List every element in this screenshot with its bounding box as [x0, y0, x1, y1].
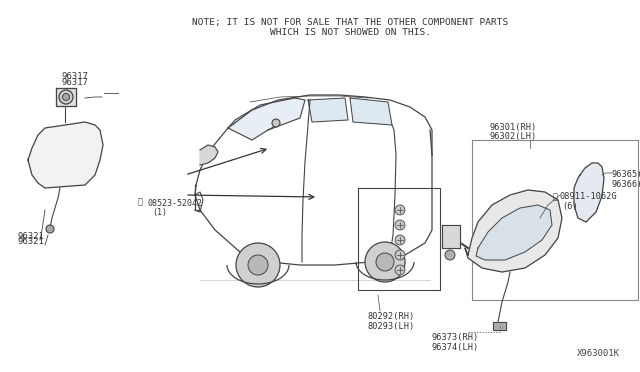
Text: NOTE; IT IS NOT FOR SALE THAT THE OTHER COMPONENT PARTS: NOTE; IT IS NOT FOR SALE THAT THE OTHER …: [192, 18, 508, 27]
Text: 96374(LH): 96374(LH): [432, 343, 479, 352]
Text: 08911-1062G: 08911-1062G: [560, 192, 618, 201]
Text: (1): (1): [152, 208, 167, 217]
Polygon shape: [493, 322, 506, 330]
Polygon shape: [228, 98, 305, 140]
Circle shape: [59, 90, 73, 104]
Circle shape: [272, 119, 280, 127]
Polygon shape: [442, 225, 460, 248]
Text: Ⓝ: Ⓝ: [553, 192, 558, 201]
Circle shape: [365, 242, 405, 282]
Text: WHICH IS NOT SHOWED ON THIS.: WHICH IS NOT SHOWED ON THIS.: [269, 28, 431, 37]
Text: 96317: 96317: [62, 78, 89, 87]
Text: 96317: 96317: [62, 72, 89, 81]
Polygon shape: [28, 122, 103, 188]
Circle shape: [395, 205, 405, 215]
Polygon shape: [308, 98, 348, 122]
Text: 08523-52042: 08523-52042: [147, 199, 202, 208]
Polygon shape: [200, 145, 218, 165]
Circle shape: [395, 250, 405, 260]
Polygon shape: [56, 88, 76, 106]
Text: 96321: 96321: [18, 232, 45, 241]
Polygon shape: [350, 98, 392, 125]
Polygon shape: [465, 190, 562, 272]
Text: X963001K: X963001K: [577, 349, 620, 358]
Text: 96321: 96321: [18, 237, 45, 246]
Circle shape: [395, 235, 405, 245]
Text: 80293(LH): 80293(LH): [368, 322, 415, 331]
Polygon shape: [476, 205, 552, 260]
Text: 80292(RH): 80292(RH): [368, 312, 415, 321]
Text: 96301(RH): 96301(RH): [490, 123, 537, 132]
Text: 96365(RH): 96365(RH): [612, 170, 640, 179]
Circle shape: [63, 93, 70, 100]
Text: 96302(LH): 96302(LH): [490, 132, 537, 141]
Circle shape: [395, 220, 405, 230]
Text: 96366(LH): 96366(LH): [612, 180, 640, 189]
Text: Ⓢ: Ⓢ: [138, 197, 143, 206]
Circle shape: [236, 243, 280, 287]
Circle shape: [46, 225, 54, 233]
Circle shape: [445, 250, 455, 260]
Text: (6): (6): [562, 202, 578, 211]
Circle shape: [248, 255, 268, 275]
Circle shape: [395, 265, 405, 275]
Polygon shape: [574, 163, 604, 222]
Text: 96373(RH): 96373(RH): [432, 333, 479, 342]
Circle shape: [376, 253, 394, 271]
